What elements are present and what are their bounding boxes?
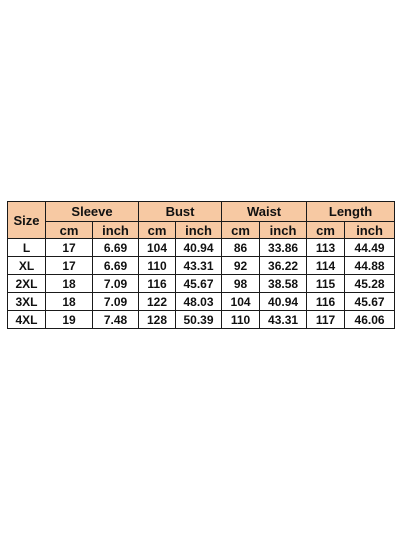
waist-inch-cell: 36.22 [259,256,308,275]
bust-cm-cell: 122 [138,292,177,311]
length-cm-cell: 113 [306,238,346,257]
length-cm-header: cm [306,221,346,239]
waist-inch-cell: 33.86 [259,238,308,257]
size-cell: XL [7,256,46,275]
sleeve-inch-cell: 6.69 [91,238,140,257]
bust-header: Bust [138,201,223,222]
sleeve-inch-cell: 7.09 [91,292,140,311]
sleeve-cm-cell: 17 [45,238,93,257]
sleeve-inch-header: inch [91,221,140,239]
sleeve-header: Sleeve [44,201,140,222]
length-inch-cell: 45.28 [344,274,396,293]
bust-cm-cell: 104 [138,238,177,257]
sleeve-cm-cell: 17 [45,256,93,275]
waist-cm-cell: 92 [221,256,261,275]
bust-inch-cell: 50.39 [175,310,223,329]
size-cell: L [7,238,46,257]
size-chart-table: Size Sleeve Bust Waist Length cm inch cm… [7,201,396,329]
bust-inch-cell: 48.03 [175,292,223,311]
length-inch-cell: 44.49 [344,238,396,257]
sleeve-inch-cell: 7.09 [91,274,140,293]
bust-inch-cell: 40.94 [175,238,223,257]
size-cell: 2XL [7,274,46,293]
waist-header: Waist [221,201,308,222]
sleeve-cm-cell: 18 [45,274,93,293]
size-header: Size [7,201,46,239]
table-row: L 17 6.69 104 40.94 86 33.86 113 44.49 [7,238,396,257]
waist-inch-cell: 38.58 [259,274,308,293]
waist-inch-cell: 43.31 [259,310,308,329]
sleeve-cm-cell: 19 [45,310,93,329]
table-row: 2XL 18 7.09 116 45.67 98 38.58 115 45.28 [7,274,396,293]
length-inch-cell: 46.06 [344,310,396,329]
waist-cm-header: cm [221,221,261,239]
bust-cm-cell: 128 [138,310,177,329]
size-cell: 3XL [7,292,46,311]
bust-cm-cell: 110 [138,256,177,275]
length-cm-cell: 115 [306,274,346,293]
bust-cm-cell: 116 [138,274,177,293]
length-header: Length [306,201,396,222]
waist-inch-cell: 40.94 [259,292,308,311]
length-inch-header: inch [344,221,396,239]
size-cell: 4XL [7,310,46,329]
length-cm-cell: 116 [306,292,346,311]
waist-cm-cell: 86 [221,238,261,257]
length-cm-cell: 114 [306,256,346,275]
table-row: 3XL 18 7.09 122 48.03 104 40.94 116 45.6… [7,292,396,311]
table-row: XL 17 6.69 110 43.31 92 36.22 114 44.88 [7,256,396,275]
bust-inch-header: inch [175,221,223,239]
bust-inch-cell: 43.31 [175,256,223,275]
waist-cm-cell: 110 [221,310,261,329]
sleeve-inch-cell: 7.48 [91,310,140,329]
length-inch-cell: 45.67 [344,292,396,311]
bust-cm-header: cm [138,221,177,239]
bust-inch-cell: 45.67 [175,274,223,293]
sleeve-cm-cell: 18 [45,292,93,311]
table-row: 4XL 19 7.48 128 50.39 110 43.31 117 46.0… [7,310,396,329]
sleeve-cm-header: cm [45,221,93,239]
waist-cm-cell: 104 [221,292,261,311]
waist-inch-header: inch [259,221,308,239]
length-inch-cell: 44.88 [344,256,396,275]
sleeve-inch-cell: 6.69 [91,256,140,275]
length-cm-cell: 117 [306,310,346,329]
waist-cm-cell: 98 [221,274,261,293]
